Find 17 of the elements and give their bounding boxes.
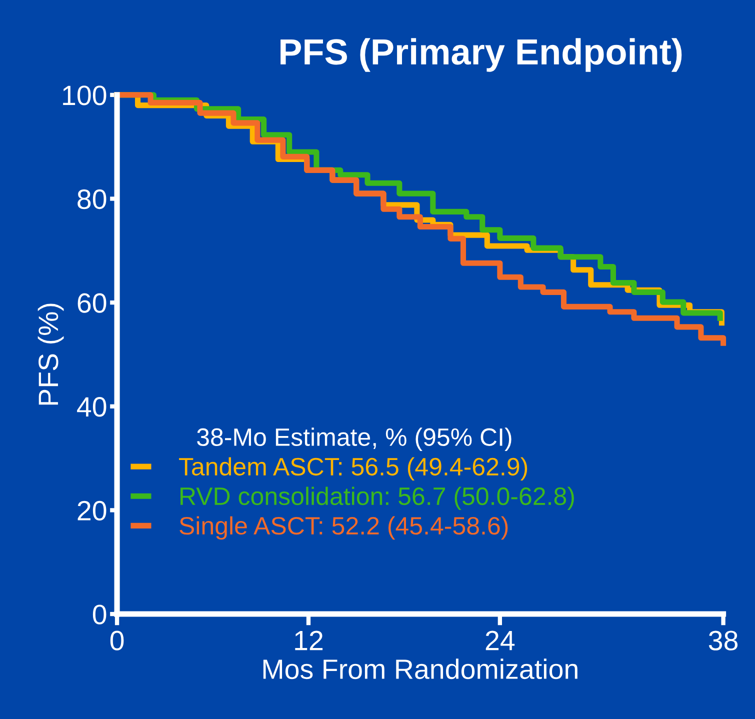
y-tick-label: 20 — [78, 500, 106, 521]
legend-label: Tandem ASCT: 56.5 (49.4-62.9) — [179, 457, 528, 480]
chart-title: PFS (Primary Endpoint) — [280, 38, 682, 72]
x-axis-title: Mos From Randomization — [263, 658, 578, 680]
y-tick-label: 60 — [78, 293, 106, 313]
x-tick-label: 0 — [110, 630, 124, 650]
y-tick-label: 100 — [63, 86, 106, 106]
legend-label: RVD consolidation: 56.7 (50.0-62.8) — [180, 486, 574, 510]
x-tick-label: 24 — [486, 630, 515, 650]
x-tick-label: 38 — [708, 630, 738, 650]
legend-title: 38-Mo Estimate, % (95% CI) — [197, 428, 512, 451]
y-tick-label: 80 — [78, 189, 106, 210]
x-tick-label: 12 — [295, 630, 323, 650]
y-tick-label: 40 — [77, 397, 106, 417]
legend-label: Single ASCT: 52.2 (45.4-58.6) — [180, 516, 508, 540]
y-axis-title: PFS (%) — [38, 304, 64, 405]
y-tick-label: 0 — [92, 604, 106, 624]
